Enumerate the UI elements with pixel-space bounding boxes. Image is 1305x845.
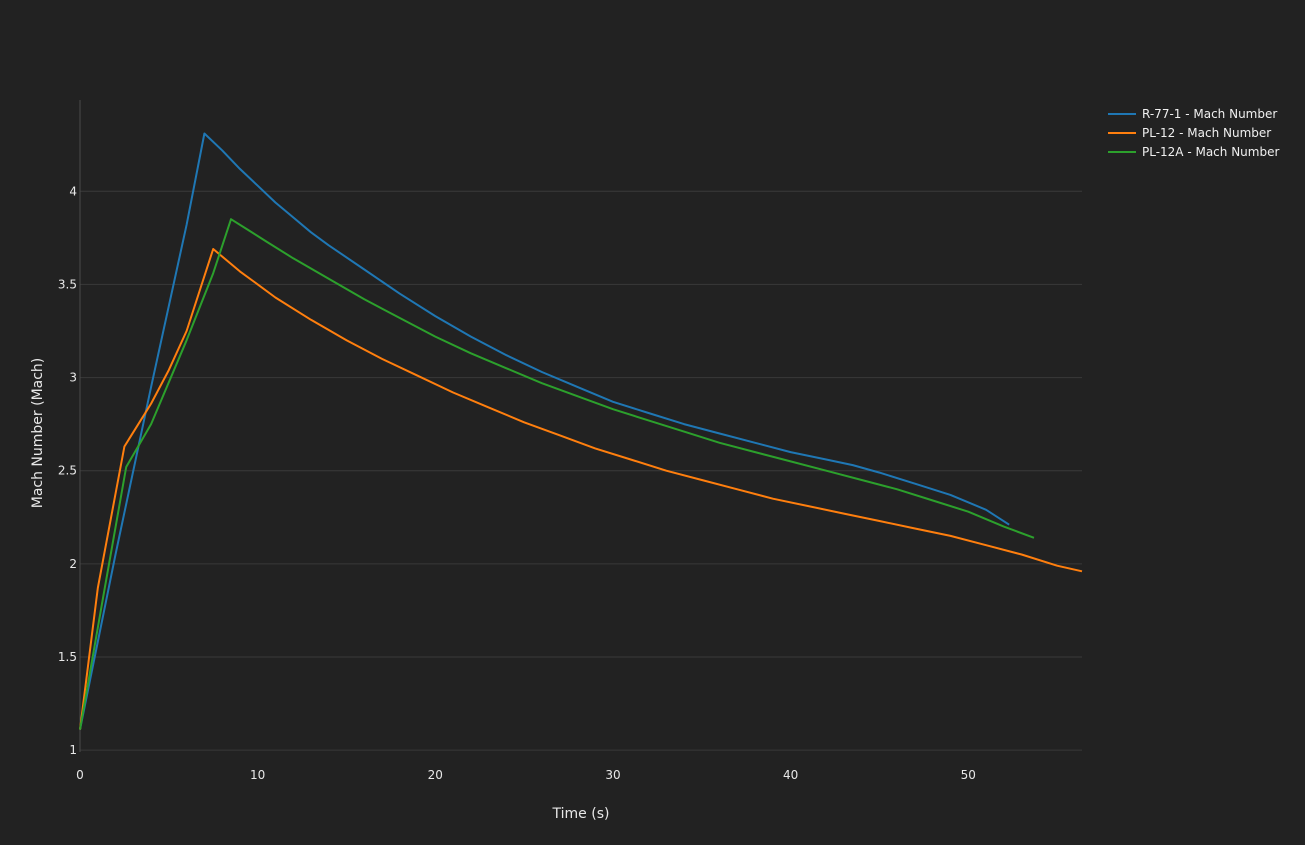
y-tick-label: 1.5 [58, 650, 77, 664]
x-tick-label: 50 [961, 768, 976, 782]
y-tick-label: 4 [69, 184, 77, 198]
y-tick-label: 2.5 [58, 464, 77, 478]
y-tick-label: 3.5 [58, 277, 77, 291]
legend[interactable]: R-77-1 - Mach Number PL-12 - Mach Number P… [1108, 107, 1279, 159]
legend-item[interactable]: PL-12A - Mach Number [1108, 145, 1279, 159]
x-tick-label: 20 [428, 768, 443, 782]
legend-item[interactable]: PL-12 - Mach Number [1108, 126, 1271, 140]
series-line-1 [79, 132, 1010, 730]
y-tick-label: 1 [69, 743, 77, 757]
series-lines [79, 132, 1083, 730]
x-tick-label: 0 [76, 768, 84, 782]
y-tick-label: 3 [69, 371, 77, 385]
y-axis-title: Mach Number (Mach) [30, 358, 46, 509]
legend-label: PL-12A - Mach Number [1142, 145, 1279, 159]
legend-item[interactable]: R-77-1 - Mach Number [1108, 107, 1277, 121]
legend-label: R-77-1 - Mach Number [1142, 107, 1277, 121]
x-axis-title: Time (s) [552, 806, 610, 822]
series-line-2 [79, 248, 1083, 730]
gridlines [80, 190, 1082, 751]
x-tick-label: 10 [250, 768, 265, 782]
x-tick-label: 40 [783, 768, 798, 782]
series-line-3 [79, 218, 1035, 730]
x-tick-label: 30 [605, 768, 620, 782]
legend-label: PL-12 - Mach Number [1142, 126, 1271, 140]
axes: 11.522.533.540 10 20 30 40 50 [58, 100, 976, 782]
y-tick-label: 2 [69, 557, 77, 571]
